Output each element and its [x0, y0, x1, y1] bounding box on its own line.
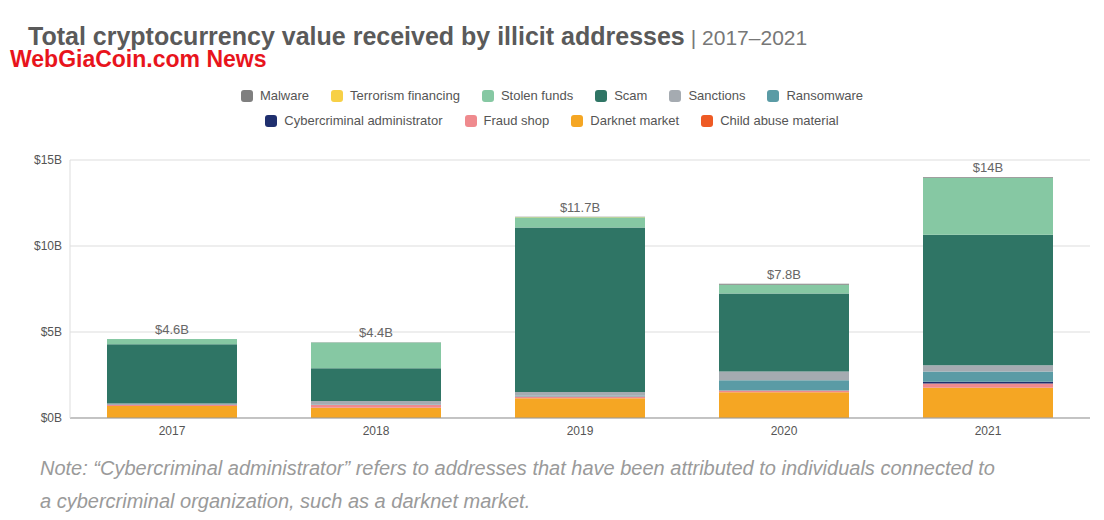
html-text:Sanctions: Sanctions — [688, 88, 746, 103]
html-text:Stolen funds: Stolen funds — [500, 88, 574, 103]
html-text:Ransomware: Ransomware — [786, 88, 864, 103]
svg-text:$11.7B: $11.7B — [560, 200, 600, 215]
html-text:Note: “Cybercriminal administr: Note: “Cybercriminal administrator” refe… — [40, 457, 995, 512]
svg-text:2019: 2019 — [567, 424, 594, 438]
html-text:Total cryptocurrency value rec: Total cryptocurrency value received by i… — [28, 22, 808, 50]
html-text:Scam: Scam — [614, 88, 648, 103]
html-text:Terrorism financing: Terrorism financing — [350, 88, 460, 103]
html-text:Child abuse material: Child abuse material — [720, 113, 839, 128]
svg-text:2020: 2020 — [771, 424, 798, 438]
svg-text:$5B: $5B — [41, 325, 62, 339]
html-text:Darknet market: Darknet market — [590, 113, 680, 128]
svg-text:$10B: $10B — [34, 239, 62, 253]
html-text:WebGiaCoin.com News: WebGiaCoin.com News — [10, 46, 267, 72]
svg-text:2021: 2021 — [975, 424, 1002, 438]
svg-text:$14B: $14B — [973, 160, 1003, 175]
html-text:Malware: Malware — [259, 88, 309, 103]
html-text:Fraud shop: Fraud shop — [483, 113, 550, 128]
svg-text:$4.6B: $4.6B — [155, 322, 189, 337]
svg-text:$15B: $15B — [34, 153, 62, 167]
svg-text:$4.4B: $4.4B — [359, 325, 393, 340]
html-text:Cybercriminal administrator: Cybercriminal administrator — [284, 113, 443, 128]
svg-text:$7.8B: $7.8B — [767, 267, 801, 282]
svg-text:2017: 2017 — [159, 424, 186, 438]
svg-text:2018: 2018 — [363, 424, 390, 438]
svg-text:$0B: $0B — [41, 411, 62, 425]
